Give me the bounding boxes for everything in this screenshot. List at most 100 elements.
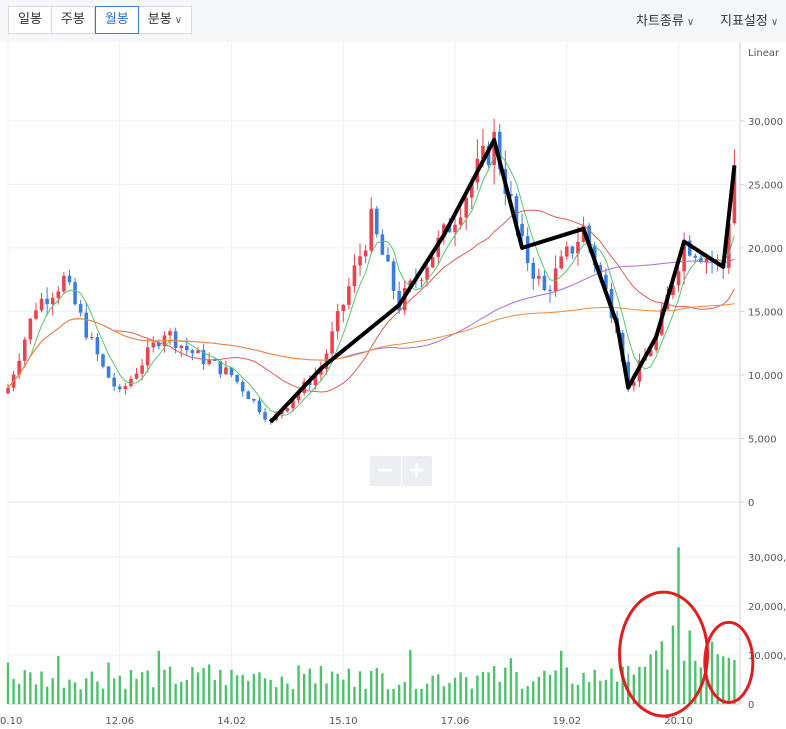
candle-body: [654, 334, 658, 350]
volume-bar: [185, 679, 189, 704]
volume-bar: [79, 689, 82, 704]
candle-body: [134, 373, 139, 379]
volume-bar: [124, 688, 127, 704]
volume-bar: [459, 672, 462, 704]
zigzag-annotation: [269, 137, 737, 424]
candle-body: [386, 254, 390, 262]
volume-bar: [68, 679, 71, 704]
volume-bar: [464, 677, 468, 704]
candle-body: [358, 256, 362, 266]
volume-bar: [12, 679, 15, 704]
volume-bar: [314, 683, 317, 704]
tab-daily[interactable]: 일봉: [9, 7, 52, 33]
volume-bar: [107, 662, 110, 704]
volume-bar: [40, 671, 43, 704]
volume-bar: [543, 670, 546, 704]
volume-bar: [219, 669, 222, 704]
time-tick-label: 12.06: [105, 716, 134, 727]
candle-body: [78, 304, 83, 313]
volume-bar: [520, 688, 524, 704]
time-tick-label: 17.06: [441, 716, 470, 727]
volume-bar: [504, 667, 507, 704]
candle-body: [151, 342, 156, 348]
volume-bar: [241, 674, 244, 704]
candle-body: [704, 258, 709, 263]
candle-body: [525, 236, 530, 263]
indicator-settings-menu[interactable]: 지표설정 ∨: [720, 10, 778, 29]
volume-bar: [23, 670, 26, 704]
candle-body: [145, 347, 150, 366]
tab-minute-label: 분봉: [147, 12, 172, 27]
chart-type-label: 차트종류: [636, 14, 684, 29]
candle-body: [123, 386, 128, 390]
volume-bar: [604, 679, 608, 704]
volume-bar: [364, 688, 367, 704]
scale-label: Linear: [748, 48, 780, 59]
price-tick-label: 0: [748, 498, 754, 509]
volume-bar: [548, 675, 552, 704]
volume-bar: [587, 682, 591, 704]
volume-bar: [325, 683, 328, 704]
volume-bar: [291, 689, 295, 704]
candle-body: [117, 386, 122, 390]
candle-body: [380, 234, 385, 255]
volume-bar: [716, 654, 719, 704]
candle-body: [173, 331, 178, 348]
volume-bar: [302, 674, 306, 704]
volume-bar: [627, 666, 630, 704]
volume-bar: [559, 650, 563, 704]
candle-body: [62, 275, 66, 292]
price-tick-label: 20,000: [748, 244, 783, 255]
volume-bar: [157, 650, 161, 704]
volume-bar: [85, 678, 88, 704]
volume-bar: [593, 669, 596, 704]
volume-bar: [280, 676, 284, 704]
time-tick-label: 10.10: [0, 716, 22, 727]
candle-body: [335, 310, 340, 332]
volume-bar: [168, 666, 172, 704]
volume-bar: [710, 641, 714, 704]
ma-line-green: [7, 153, 735, 417]
volume-bar: [213, 679, 216, 704]
candle-body: [285, 408, 290, 412]
volume-tick-label: 30,000,000: [748, 553, 786, 564]
chevron-down-icon: ∨: [174, 15, 183, 26]
volume-bar: [230, 669, 233, 704]
zoom-out-button[interactable]: −: [376, 458, 395, 483]
candle-body: [45, 298, 49, 305]
volume-bar: [420, 688, 423, 704]
candle-body: [564, 246, 569, 257]
candle-body: [375, 208, 379, 235]
candle-body: [129, 378, 133, 387]
candle-body: [352, 265, 357, 287]
stock-chart[interactable]: 0 5,000 10,000 15,000 20,000 25,000 30,000 Line…: [0, 42, 786, 729]
time-tick-label: 20.10: [664, 716, 693, 727]
candle-body: [112, 377, 116, 387]
volume-bar: [96, 681, 99, 704]
volume-bar: [414, 688, 418, 704]
candle-body: [190, 350, 195, 354]
tab-minute[interactable]: 분봉 ∨: [139, 7, 191, 33]
volume-bar: [392, 688, 395, 704]
candle-body: [369, 208, 373, 251]
volume-bar: [537, 676, 541, 704]
candle-body: [196, 350, 200, 354]
volume-bar: [727, 657, 731, 704]
candle-body: [252, 398, 256, 401]
ma-line-red: [7, 209, 735, 393]
volume-bar: [632, 674, 636, 704]
candle-body: [570, 246, 575, 254]
candle-body: [363, 250, 368, 257]
volume-bar: [62, 687, 66, 704]
tab-monthly[interactable]: 월봉: [94, 6, 139, 34]
candle-body: [425, 267, 429, 280]
chart-type-menu[interactable]: 차트종류 ∨: [636, 10, 694, 29]
volume-bar: [51, 678, 54, 704]
zoom-in-button[interactable]: +: [407, 458, 426, 483]
tab-weekly[interactable]: 주봉: [52, 7, 95, 33]
volume-bar: [258, 672, 261, 704]
candle-body: [257, 400, 262, 413]
volume-bar: [476, 675, 479, 704]
volume-bar: [654, 650, 658, 704]
candle-body: [732, 166, 737, 224]
